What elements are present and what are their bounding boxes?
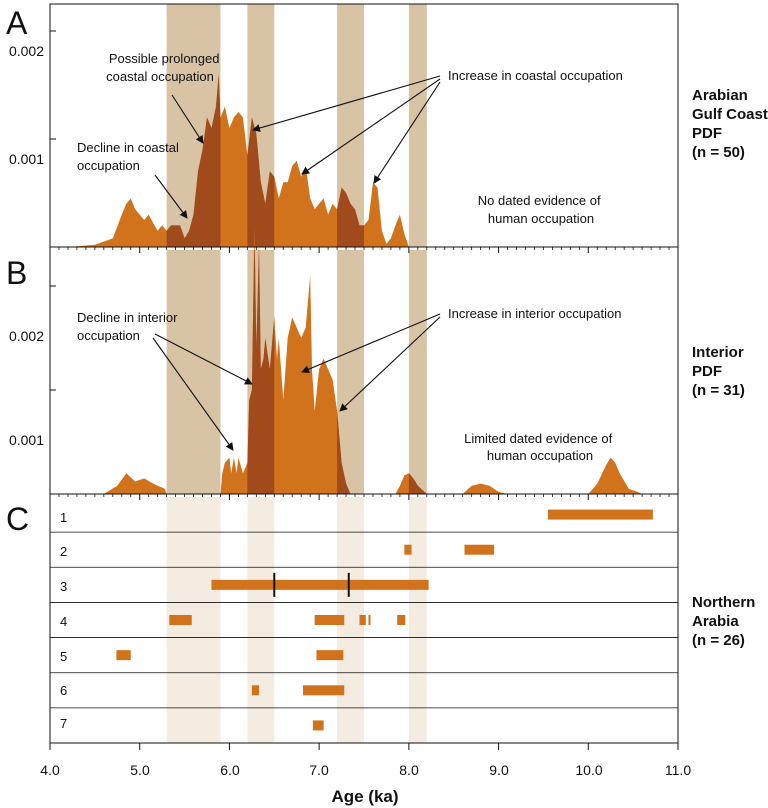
arrow-interior-decline-1 bbox=[152, 337, 234, 451]
range-bar bbox=[312, 720, 324, 731]
aridity-band bbox=[408, 250, 427, 494]
panel-frames bbox=[49, 3, 679, 750]
x-tick-label: 4.0 bbox=[40, 762, 60, 778]
side-label-gulf-coast: Arabian Gulf Coast PDF (n = 50) bbox=[692, 87, 768, 161]
panel-letter-a: A bbox=[6, 5, 28, 41]
row-label: 5 bbox=[60, 649, 67, 664]
range-bar bbox=[251, 685, 260, 696]
x-tick-label: 8.0 bbox=[399, 762, 419, 778]
arrow-interior-decline-2 bbox=[154, 333, 253, 385]
figure-frame bbox=[49, 3, 679, 744]
range-bar bbox=[169, 615, 192, 625]
x-tick-label: 11.0 bbox=[665, 762, 691, 778]
aridity-band bbox=[166, 250, 221, 494]
annotation-interior-increase: Increase in interior occupation bbox=[448, 306, 621, 321]
aridity-band bbox=[247, 497, 275, 743]
annotation-interior-decline: Decline in interior occupation bbox=[77, 310, 181, 343]
side-label-interior: Interior PDF (n = 31) bbox=[692, 344, 748, 399]
arrow-prolonged bbox=[171, 94, 204, 144]
x-tick-label: 9.0 bbox=[489, 762, 509, 778]
arrow-interior-increase-2 bbox=[339, 316, 441, 412]
aridity-band bbox=[408, 4, 427, 247]
range-bars bbox=[116, 509, 653, 731]
y-tick-label: 0.002 bbox=[9, 328, 44, 344]
row-label: 6 bbox=[60, 683, 67, 698]
row-label: 4 bbox=[60, 614, 67, 629]
x-tick-labels: 4.0 5.0 6.0 7.0 8.0 9.0 10.0 11.0 bbox=[40, 762, 691, 778]
range-bar bbox=[314, 615, 345, 625]
aridity-band bbox=[408, 497, 427, 743]
annotation-limited-evidence: Limited dated evidence of human occupati… bbox=[464, 431, 616, 463]
pdf-area-a bbox=[67, 74, 409, 247]
range-bar bbox=[404, 544, 412, 555]
y-tick-label: 0.001 bbox=[9, 432, 44, 448]
annotation-prolonged-occupation: Possible prolonged coastal occupation bbox=[106, 51, 223, 84]
row-label: 3 bbox=[60, 579, 67, 594]
arrow-interior-increase-1 bbox=[301, 313, 441, 373]
x-axis-title: Age (ka) bbox=[331, 787, 398, 806]
y-tick-label: 0.002 bbox=[9, 43, 44, 59]
arrow-coastal-decline bbox=[154, 174, 188, 219]
x-tick-label: 7.0 bbox=[309, 762, 329, 778]
arrow-coastal-increase-1 bbox=[252, 75, 441, 132]
pdf-area-b bbox=[50, 223, 678, 494]
annotation-no-evidence: No dated evidence of human occupation bbox=[478, 193, 605, 226]
panel-letter-c: C bbox=[6, 501, 29, 537]
aridity-band bbox=[337, 250, 364, 494]
range-bar bbox=[116, 650, 131, 661]
range-bar bbox=[368, 615, 371, 625]
y-tick-label: 0.001 bbox=[9, 151, 44, 167]
side-label-northern-arabia: Northern Arabia (n = 26) bbox=[692, 594, 760, 649]
range-bar bbox=[397, 615, 406, 625]
annotation-coastal-decline: Decline in coastal occupation bbox=[77, 140, 183, 173]
x-tick-label: 10.0 bbox=[575, 762, 602, 778]
range-bar bbox=[302, 685, 345, 696]
row-label: 2 bbox=[60, 544, 67, 559]
range-bar bbox=[464, 544, 495, 555]
range-bar bbox=[359, 615, 366, 625]
row-labels: 1 2 3 4 5 6 7 bbox=[60, 510, 67, 731]
range-bar bbox=[316, 650, 344, 661]
annotation-coastal-increase: Increase in coastal occupation bbox=[448, 68, 623, 83]
range-bar bbox=[547, 509, 653, 520]
range-bar bbox=[211, 579, 429, 590]
panel-letter-b: B bbox=[6, 255, 27, 291]
x-tick-label: 5.0 bbox=[130, 762, 150, 778]
annotation-arrows bbox=[152, 75, 441, 451]
row-label: 1 bbox=[60, 510, 67, 525]
arrow-coastal-increase-3 bbox=[373, 81, 441, 184]
x-tick-label: 6.0 bbox=[220, 762, 240, 778]
row-label: 7 bbox=[60, 716, 67, 731]
arrow-coastal-increase-2 bbox=[301, 78, 441, 175]
